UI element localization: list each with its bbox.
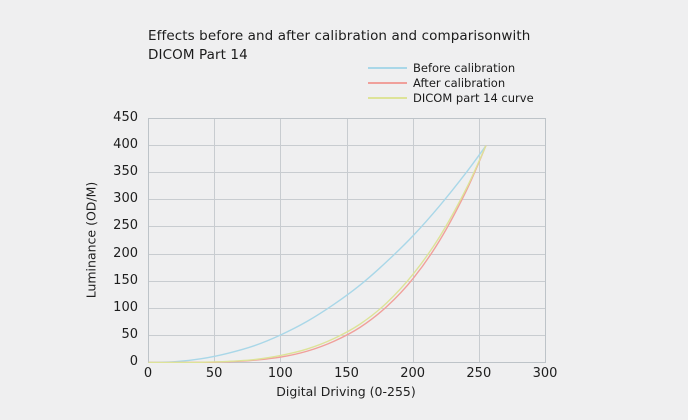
series-curve [148,145,487,363]
x-tick-label: 100 [267,366,293,381]
legend-label: DICOM part 14 curve [413,90,534,105]
y-tick-label: 400 [113,137,138,153]
legend-item: DICOM part 14 curve [368,90,534,105]
y-tick-label: 200 [113,245,138,261]
legend-swatch-dicom-curve [368,96,407,99]
chart-title-line2: DICOM Part 14 [148,47,248,63]
y-tick-label: 150 [113,272,138,288]
y-tick-label: 450 [113,110,138,125]
legend-swatch-after-calibration [368,81,407,84]
x-tick-label: 250 [466,366,492,381]
x-tick-label: 0 [143,366,153,381]
chart-title-line1: Effects before and after calibration and… [148,28,531,44]
legend-item: Before calibration [368,60,534,75]
legend-label: Before calibration [413,60,516,75]
series-curve [148,145,487,363]
y-tick-label: 100 [113,299,138,315]
legend-label: After calibration [413,75,506,90]
x-tick-label: 300 [532,366,558,381]
legend-item: After calibration [368,75,534,90]
y-tick-label: 0 [129,354,138,369]
y-tick-label: 50 [121,326,138,342]
y-tick-label: 300 [113,191,138,207]
x-tick-label: 50 [205,366,223,381]
legend: Before calibration After calibration DIC… [368,60,534,105]
y-tick-label: 350 [113,164,138,180]
y-tick-label: 250 [113,218,138,234]
x-axis-label: Digital Driving (0-255) [276,384,416,399]
plot-area [148,118,546,363]
x-tick-label: 150 [334,366,359,381]
chart-title: Effects before and after calibration and… [148,27,568,65]
x-tick-label: 200 [400,366,426,381]
legend-swatch-before-calibration [368,66,407,69]
